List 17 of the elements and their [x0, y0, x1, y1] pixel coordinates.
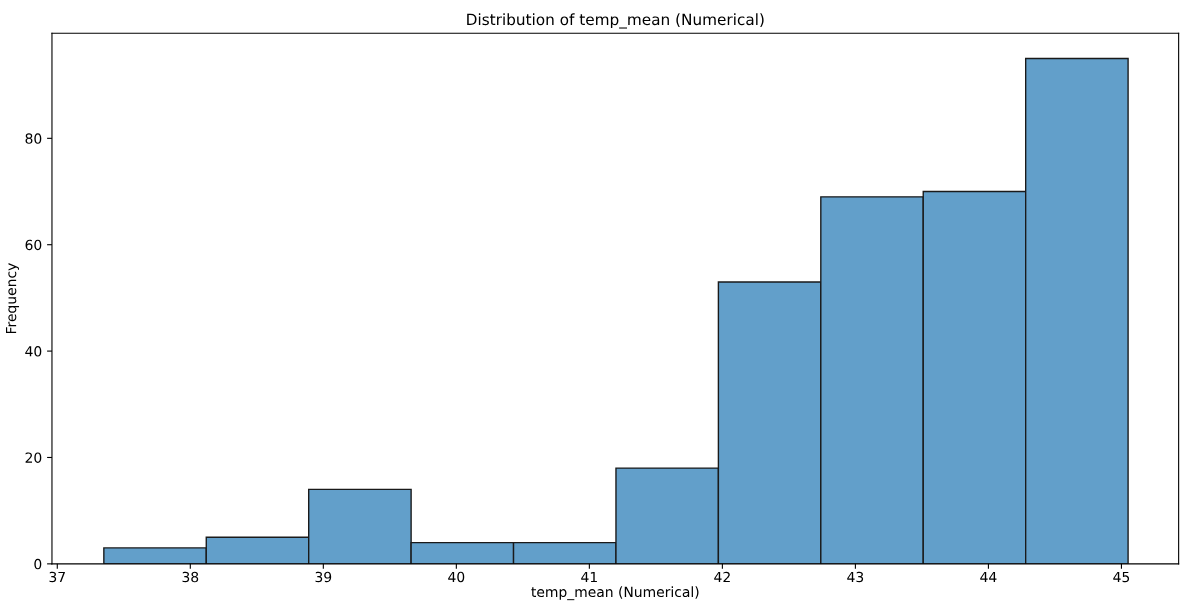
y-tick-label: 20 [25, 452, 42, 463]
y-tick-label: 60 [25, 239, 42, 251]
x-tick-label: 42 [714, 571, 730, 583]
y-tick-label: 40 [25, 346, 42, 357]
y-tick-label: 0 [34, 558, 42, 570]
x-tick-label: 38 [182, 571, 199, 583]
chart-title: Distribution of temp_mean (Numerical) [467, 13, 764, 29]
y-tick-label: 80 [25, 133, 42, 144]
x-tick-label: 37 [49, 571, 65, 583]
x-tick-label: 45 [1113, 571, 1130, 583]
x-tick-label: 40 [448, 571, 465, 583]
x-axis-title: temp_mean (Numerical) [531, 586, 699, 601]
x-tick-label: 41 [581, 571, 597, 583]
x-tick-label: 43 [847, 571, 864, 583]
x-tick-label: 39 [315, 571, 332, 583]
y-axis-title: Frequency [6, 263, 20, 334]
x-tick-label: 44 [980, 571, 997, 583]
